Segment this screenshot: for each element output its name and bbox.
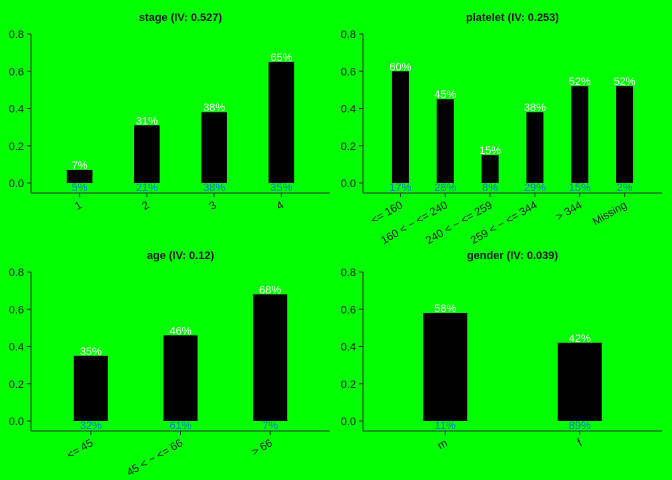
y-tick-label: 0.4 <box>341 104 356 116</box>
bar-count-label: 29% <box>524 182 546 194</box>
bar <box>526 112 544 183</box>
bar <box>571 86 589 183</box>
bar-count-label: 89% <box>569 420 591 432</box>
x-tick-label: 4 <box>275 199 286 212</box>
panel-1: platelet (IV: 0.253) 0.0 0.2 0.4 0.6 0.8 60% 17… <box>341 12 662 247</box>
bar <box>66 169 93 183</box>
y-tick-label: 0.6 <box>9 66 24 78</box>
bar-count-label: 5% <box>72 182 88 194</box>
bar-count-label: 17% <box>389 182 411 194</box>
panel-0: stage (IV: 0.527) 0.0 0.2 0.4 0.6 0.8 7% 5% 1 31%… <box>9 12 330 213</box>
bar-count-label: 35% <box>270 182 292 194</box>
bar-count-label: 21% <box>136 182 158 194</box>
y-tick-label: 0.0 <box>341 178 356 190</box>
y-tick-label: 0.4 <box>9 342 24 354</box>
bar <box>201 112 227 183</box>
y-tick-label: 0.8 <box>341 29 356 41</box>
y-tick-label: 0.8 <box>9 267 24 279</box>
bar <box>423 312 468 421</box>
x-tick-label: 3 <box>207 199 218 212</box>
bar-value-label: 38% <box>524 102 546 114</box>
x-tick-label: m <box>436 437 450 452</box>
y-tick-label: 0.4 <box>9 104 24 116</box>
bar-value-label: 52% <box>614 76 636 88</box>
y-tick-label: 0.2 <box>341 379 356 391</box>
y-tick-label: 0.6 <box>9 304 24 316</box>
y-tick-label: 0.6 <box>341 66 356 78</box>
bar-value-label: 45% <box>434 89 456 101</box>
bar <box>73 355 108 421</box>
panel-title: platelet (IV: 0.253) <box>466 12 559 24</box>
bar <box>253 294 288 421</box>
bar-value-label: 46% <box>169 325 191 337</box>
bar-count-label: 2% <box>617 182 633 194</box>
x-tick-label: <= 160 <box>369 199 405 227</box>
y-tick-label: 0.8 <box>9 29 24 41</box>
x-tick-label: > 344 <box>554 199 584 223</box>
bar-value-label: 35% <box>80 346 102 358</box>
y-tick-label: 0.8 <box>341 267 356 279</box>
panel-title: stage (IV: 0.527) <box>139 12 222 24</box>
bar-count-label: 15% <box>569 182 591 194</box>
bar-value-label: 42% <box>569 333 591 345</box>
x-tick-label: 2 <box>140 199 151 212</box>
bar-value-label: 68% <box>259 284 281 296</box>
y-tick-label: 0.0 <box>9 416 24 428</box>
bar-count-label: 28% <box>434 182 456 194</box>
panel-2: age (IV: 0.12) 0.0 0.2 0.4 0.6 0.8 35% 32% <= 45… <box>9 250 330 479</box>
y-tick-label: 0.2 <box>341 141 356 153</box>
x-tick-label: <= 45 <box>65 437 95 461</box>
bar-value-label: 31% <box>136 115 158 127</box>
bar <box>391 71 409 183</box>
x-tick-label: 45 < ~ <= 66 <box>125 437 185 479</box>
bar-count-label: 61% <box>169 420 191 432</box>
bar <box>268 61 295 183</box>
bar <box>163 335 198 421</box>
panel-3: gender (IV: 0.039) 0.0 0.2 0.4 0.6 0.8 58% 11% m… <box>341 250 662 452</box>
x-tick-label: 1 <box>73 199 84 212</box>
bar-value-label: 52% <box>569 76 591 88</box>
bar-value-label: 15% <box>479 145 501 157</box>
bar-count-label: 8% <box>482 182 498 194</box>
x-tick-label: f <box>576 437 585 449</box>
x-tick-label: Missing <box>591 199 629 228</box>
y-tick-label: 0.0 <box>9 178 24 190</box>
panel-title: gender (IV: 0.039) <box>467 250 558 262</box>
bar-count-label: 7% <box>262 420 278 432</box>
bar-value-label: 58% <box>434 303 456 315</box>
bar-value-label: 7% <box>72 160 88 172</box>
bar <box>134 125 160 183</box>
y-tick-label: 0.6 <box>341 304 356 316</box>
x-tick-label: > 66 <box>250 437 275 458</box>
y-tick-label: 0.4 <box>341 342 356 354</box>
bar-count-label: 11% <box>435 420 456 432</box>
bar <box>436 99 454 183</box>
bar-count-label: 32% <box>80 420 102 432</box>
y-tick-label: 0.2 <box>9 141 24 153</box>
y-tick-label: 0.0 <box>341 416 356 428</box>
bar-value-label: 38% <box>203 102 225 114</box>
bar <box>557 342 602 421</box>
bar-value-label: 65% <box>270 52 292 64</box>
panel-title: age (IV: 0.12) <box>147 250 215 262</box>
bar-value-label: 60% <box>389 61 411 73</box>
bar <box>616 86 634 183</box>
y-tick-label: 0.2 <box>9 379 24 391</box>
bar-count-label: 38% <box>203 182 225 194</box>
bar <box>481 155 499 183</box>
